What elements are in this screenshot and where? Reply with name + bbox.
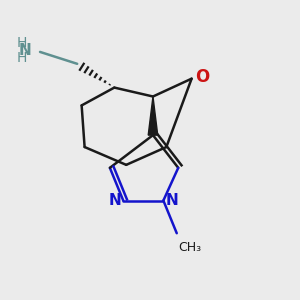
- Polygon shape: [148, 97, 158, 135]
- Text: H: H: [17, 51, 27, 65]
- Text: N: N: [18, 43, 31, 58]
- Text: O: O: [195, 68, 209, 86]
- Text: N: N: [109, 193, 121, 208]
- Text: H: H: [17, 36, 27, 50]
- Text: N: N: [165, 193, 178, 208]
- Text: CH₃: CH₃: [178, 241, 201, 254]
